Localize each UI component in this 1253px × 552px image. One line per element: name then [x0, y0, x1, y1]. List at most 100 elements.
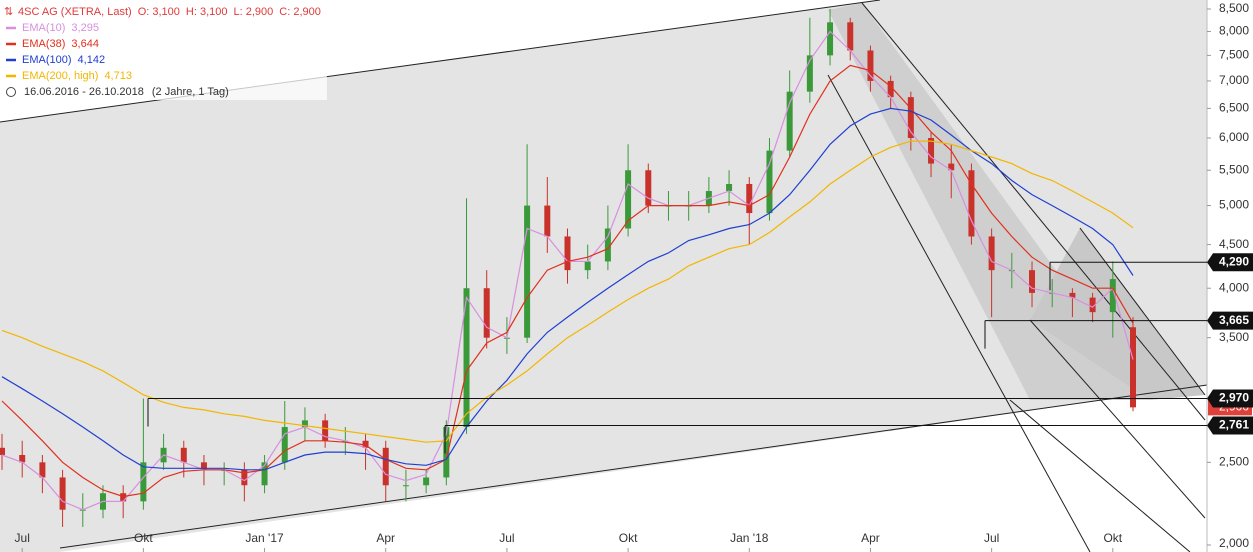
candle-body	[948, 163, 955, 171]
candle-body	[483, 288, 490, 338]
x-tick-label: Jul	[15, 531, 30, 545]
trend-line	[861, 2, 1206, 421]
candle-body	[847, 22, 854, 51]
candle-body	[544, 205, 551, 237]
candle-body	[604, 228, 611, 262]
candle-body	[786, 91, 793, 151]
candle-body	[867, 50, 874, 81]
clock-icon	[6, 87, 16, 97]
y-tick-label: 3,500	[1219, 330, 1249, 344]
level-box	[1207, 416, 1253, 435]
y-tick-label: 7,000	[1219, 73, 1249, 87]
candle-body	[726, 183, 733, 192]
x-tick-label: Apr	[861, 531, 880, 545]
legend-value: 3,295	[71, 22, 99, 34]
level-label: 3,665	[1219, 313, 1249, 327]
candle-body	[423, 477, 430, 486]
level-label: 4,290	[1219, 254, 1249, 268]
trend-line	[827, 74, 1091, 552]
candle-body	[200, 462, 207, 470]
candle-body	[766, 150, 773, 214]
candle-body	[301, 420, 308, 428]
ema-line	[1, 107, 1134, 471]
y-tick-label: 4,500	[1219, 237, 1249, 251]
candle-body	[524, 205, 531, 338]
candle-body	[806, 55, 813, 92]
legend-open: O: 3,100	[138, 6, 180, 18]
candle-body	[1089, 297, 1096, 313]
legend-label: EMA(38)	[22, 38, 65, 50]
legend-close: C: 2,900	[279, 6, 321, 18]
x-tick-label: Apr	[376, 531, 395, 545]
candle-body	[0, 447, 5, 456]
legend-label: EMA(200, high)	[22, 70, 98, 82]
candle-body	[362, 440, 369, 448]
candle-body	[120, 493, 127, 502]
x-tick-label: Jul	[499, 531, 514, 545]
candle-body	[1029, 270, 1036, 293]
candle-body	[928, 138, 935, 164]
y-tick-label: 6,500	[1219, 101, 1249, 115]
legend-label: EMA(10)	[22, 22, 65, 34]
y-tick-label: 5,500	[1219, 162, 1249, 176]
x-tick-label: Jul	[984, 531, 999, 545]
trend-line	[1079, 227, 1206, 396]
candle-body	[746, 183, 753, 214]
candle-body	[281, 427, 288, 463]
candle-body	[564, 236, 571, 271]
level-box	[1207, 253, 1253, 272]
plot	[0, 9, 1136, 527]
candle-body	[584, 261, 591, 271]
candle-body	[463, 288, 470, 428]
y-tick-label: 8,000	[1219, 24, 1249, 38]
trend-line	[59, 384, 1208, 549]
candle-body	[39, 462, 46, 478]
legend-instrument: 4SC AG (XETRA, Last)	[18, 6, 132, 18]
y-tick-label: 6,000	[1219, 130, 1249, 144]
candle-body	[443, 427, 450, 478]
candle-body	[887, 80, 894, 98]
legend-bg	[0, 0, 327, 100]
candle-body	[968, 170, 975, 237]
candle-body	[827, 22, 834, 56]
candle-body	[402, 485, 409, 487]
x-tick-label: Okt	[1103, 531, 1122, 545]
legend-range: 16.06.2016 - 26.10.2018	[24, 86, 144, 98]
candle-body	[907, 97, 914, 139]
level-label: 2,761	[1219, 418, 1249, 432]
candle-body	[261, 462, 268, 486]
x-tick-label: Jan '17	[245, 531, 284, 545]
candle-body	[1109, 279, 1116, 313]
candle-body	[382, 447, 389, 486]
y-tick-label: 5,000	[1219, 198, 1249, 212]
channel-gap	[1130, 420, 1205, 552]
level-label: 2,970	[1219, 391, 1249, 405]
y-tick-label: 2,500	[1219, 455, 1249, 469]
candle-body	[180, 447, 187, 463]
legend: ⇅ 4SC AG (XETRA, Last) O: 3,100 H: 3,100…	[0, 0, 327, 100]
candle-body	[625, 170, 632, 229]
candle-body	[59, 477, 66, 510]
candle-body	[988, 236, 995, 271]
candle-body	[241, 469, 248, 486]
x-tick-label: Okt	[134, 531, 153, 545]
x-tick-label: Jan '18	[730, 531, 769, 545]
legend-period: (2 Jahre, 1 Tag)	[152, 86, 229, 98]
trend-line	[1029, 319, 1206, 519]
candle-body	[645, 170, 652, 206]
legend-value: 3,644	[71, 38, 99, 50]
candle-body	[140, 462, 147, 502]
ema-line	[1, 140, 1134, 443]
legend-label: EMA(100)	[22, 54, 72, 66]
legend-low: L: 2,900	[234, 6, 274, 18]
legend-high: H: 3,100	[186, 6, 228, 18]
candle-body	[1130, 327, 1136, 408]
y-tick-label: 8,500	[1219, 1, 1249, 15]
y-tick-label: 7,500	[1219, 48, 1249, 62]
trend-line	[0, 0, 881, 123]
level-box	[1207, 311, 1253, 330]
x-tick-label: Okt	[619, 531, 638, 545]
candle-body	[19, 455, 26, 463]
y-tick-label: 4,000	[1219, 280, 1249, 294]
